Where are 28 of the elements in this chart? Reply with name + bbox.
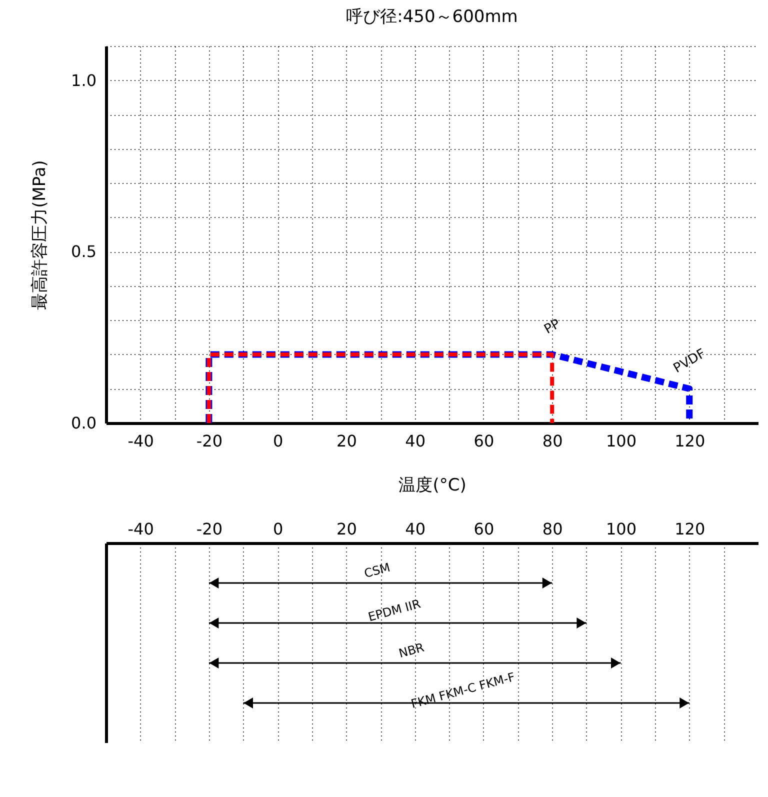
x-tick-label: 40 xyxy=(405,432,426,450)
x-tick-label: 60 xyxy=(474,432,494,450)
x-tick-label: 20 xyxy=(336,432,357,450)
y-axis-title: 最高許容圧力(MPa) xyxy=(30,160,50,310)
category-label: EPDM IIR xyxy=(366,596,422,624)
x-tick-label: -20 xyxy=(196,432,223,450)
x-tick-label: 100 xyxy=(606,520,637,538)
x-tick-label: 20 xyxy=(336,520,357,538)
text: PP xyxy=(542,316,564,338)
x-tick-label: 60 xyxy=(474,520,494,538)
y-tick-label: 0.0 xyxy=(71,414,96,432)
x-tick-label: 0 xyxy=(272,520,284,538)
x-tick-label: 80 xyxy=(542,432,563,450)
y-tick-label: 1.0 xyxy=(71,70,96,90)
category-label: CSM xyxy=(362,560,392,581)
x-tick-label: -40 xyxy=(128,520,154,538)
x-tick-label: 40 xyxy=(405,520,426,538)
x-tick-label: 120 xyxy=(674,520,706,538)
chart-title: 呼び径:450～600mm xyxy=(346,7,518,27)
x-tick-label: -20 xyxy=(196,520,223,538)
x-tick-label: 80 xyxy=(542,520,563,538)
x-tick-label: 100 xyxy=(606,432,637,450)
y-tick-label: 0.5 xyxy=(71,242,96,262)
x-axis-title: 温度(°C) xyxy=(398,476,466,496)
x-tick-label: 0 xyxy=(272,432,284,450)
category-label: NBR xyxy=(397,640,426,661)
x-tick-label: -40 xyxy=(128,432,154,450)
x-tick-label: 120 xyxy=(674,432,706,450)
